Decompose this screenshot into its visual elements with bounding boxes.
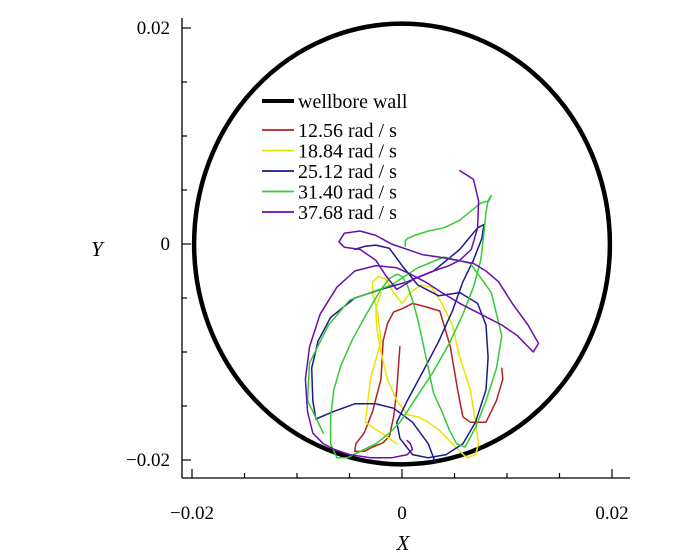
wellbore-wall-circle bbox=[191, 21, 613, 467]
x-tick-label: 0 bbox=[397, 503, 407, 524]
legend-label-1: 18.84 rad / s bbox=[298, 141, 397, 163]
x-tick-label: 0.02 bbox=[595, 503, 628, 524]
legend-label-0: 12.56 rad / s bbox=[298, 120, 397, 142]
legend-label-wellbore-wall: wellbore wall bbox=[298, 91, 408, 113]
legend-label-3: 31.40 rad / s bbox=[298, 182, 397, 204]
plot-area bbox=[191, 21, 613, 467]
x-axis-label: X bbox=[396, 531, 411, 555]
legend: wellbore wall 12.56 rad / s18.84 rad / s2… bbox=[262, 91, 408, 224]
series-line-2 bbox=[310, 223, 489, 463]
axes: −0.02 0 0.02 −0.02 0 0.02 X Y bbox=[91, 18, 630, 555]
y-tick-label: 0 bbox=[161, 234, 171, 255]
y-axis-label: Y bbox=[91, 237, 105, 261]
series-line-1 bbox=[364, 275, 480, 459]
series-line-3 bbox=[306, 194, 503, 459]
legend-label-2: 25.12 rad / s bbox=[298, 161, 397, 183]
series-line-0 bbox=[354, 302, 504, 453]
y-tick-label: 0.02 bbox=[137, 18, 170, 39]
x-tick-label: −0.02 bbox=[170, 503, 214, 524]
y-tick-label: −0.02 bbox=[126, 450, 170, 471]
series-line-4 bbox=[304, 169, 540, 459]
legend-label-4: 37.68 rad / s bbox=[298, 202, 397, 224]
